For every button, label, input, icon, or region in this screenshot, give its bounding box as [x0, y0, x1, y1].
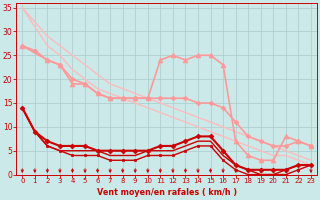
X-axis label: Vent moyen/en rafales ( km/h ): Vent moyen/en rafales ( km/h ) [97, 188, 237, 197]
